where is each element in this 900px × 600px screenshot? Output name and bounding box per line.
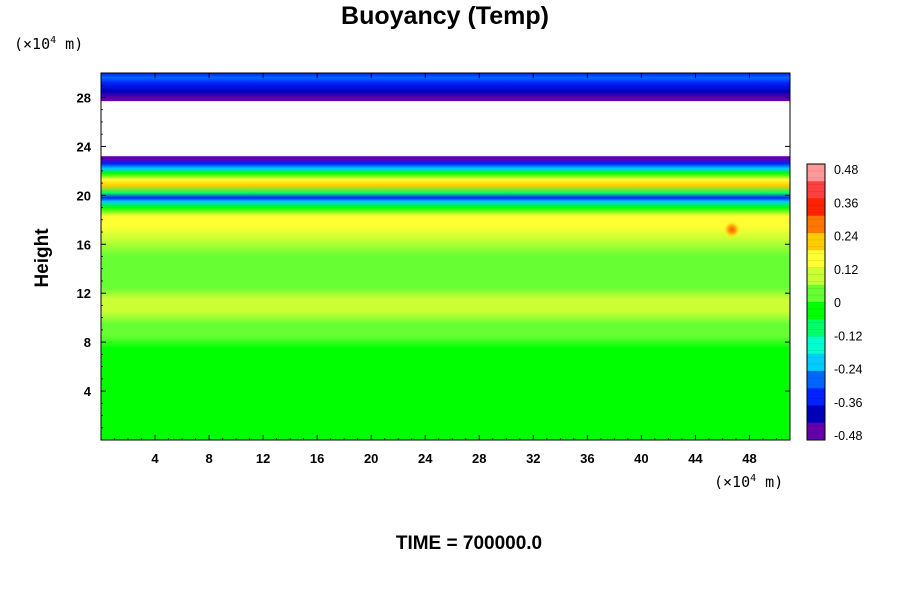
empty-band	[101, 101, 790, 157]
x-tick-label-8: 36	[580, 451, 594, 466]
x-unit-label: (×104 m)	[714, 473, 783, 491]
colorbar-swatch-9	[807, 319, 825, 337]
colorbar-swatch-14	[807, 405, 825, 424]
colorbar-swatch-8	[807, 302, 825, 320]
y-tick-label-0: 4	[84, 384, 92, 399]
y-unit-prefix: (×10	[14, 35, 50, 53]
y-unit-exponent: 4	[50, 35, 56, 46]
colorbar-swatch-11	[807, 353, 825, 372]
y-tick-label-2: 12	[77, 286, 91, 301]
y-unit-suffix: m)	[56, 35, 83, 53]
colorbar: 0.48 0.36 0.24 0.12 0 -0.12 -0.24 -0.36 -0.48	[806, 163, 863, 443]
colorbar-label-4: 0	[834, 296, 841, 310]
colorbar-frame	[806, 163, 826, 441]
x-tick-label-3: 16	[310, 451, 324, 466]
time-label: TIME = 700000.0	[396, 533, 542, 554]
colorbar-label-3: 0.12	[834, 263, 858, 277]
colorbar-swatch-15	[807, 422, 825, 441]
x-unit-suffix: m)	[756, 473, 783, 491]
x-unit-prefix: (×10	[714, 473, 750, 491]
x-tick-label-0: 4	[151, 451, 159, 466]
colorbar-swatch-1	[807, 181, 825, 199]
x-tick-label-11: 48	[742, 451, 756, 466]
y-tick-label-3: 16	[77, 237, 91, 252]
colorbar-swatch-12	[807, 371, 825, 389]
x-tick-label-6: 28	[472, 451, 486, 466]
x-unit-exponent: 4	[750, 473, 756, 484]
chart-title: Buoyancy (Temp)	[341, 2, 549, 30]
colorbar-swatch-0	[807, 164, 825, 182]
colorbar-label-2: 0.24	[834, 230, 858, 244]
colorbar-label-6: -0.24	[834, 363, 863, 377]
colorbar-swatch-4	[807, 233, 825, 251]
x-tick-label-4: 20	[364, 451, 378, 466]
colorbar-swatch-13	[807, 388, 825, 406]
x-tick-label-1: 8	[205, 451, 212, 466]
colorbar-swatch-7	[807, 284, 825, 303]
colorbar-swatch-3	[807, 215, 825, 234]
y-axis-label: Height	[32, 228, 53, 288]
y-unit-label: (×104 m)	[14, 35, 83, 53]
x-tick-label-9: 40	[634, 451, 648, 466]
x-tick-label-5: 24	[418, 451, 433, 466]
x-tick-label-10: 44	[688, 451, 703, 466]
y-tick-label-4: 20	[77, 188, 91, 203]
colorbar-label-8: -0.48	[834, 429, 863, 443]
y-tick-label-5: 24	[77, 139, 92, 154]
colorbar-swatch-6	[807, 267, 825, 286]
colorbar-swatch-10	[807, 336, 825, 355]
x-tick-label-2: 12	[256, 451, 270, 466]
colorbar-swatch-2	[807, 198, 825, 217]
colorbar-label-7: -0.36	[834, 396, 863, 410]
colorbar-swatch-5	[807, 250, 825, 268]
colorbar-label-5: -0.12	[834, 329, 863, 343]
colorbar-label-0: 0.48	[834, 163, 858, 177]
hot-spot	[722, 220, 741, 239]
y-tick-label-6: 28	[77, 90, 91, 105]
colorbar-label-1: 0.36	[834, 196, 858, 210]
y-tick-label-1: 8	[84, 335, 91, 350]
x-tick-label-7: 32	[526, 451, 540, 466]
